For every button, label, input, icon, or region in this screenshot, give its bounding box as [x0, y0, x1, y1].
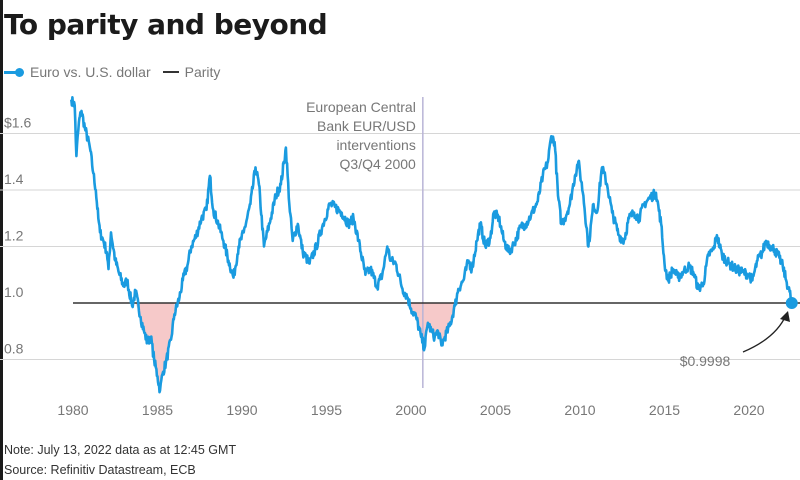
series-group [70, 96, 798, 394]
x-tick-label: 2020 [733, 402, 764, 418]
shaded-region-below-parity [133, 303, 175, 391]
x-tick-label: 1985 [142, 402, 173, 418]
legend-parity-line-icon [162, 71, 179, 73]
legend-euro-dot-icon [15, 67, 24, 77]
endpoint-dot [785, 297, 798, 310]
x-tick-label: 2005 [480, 402, 511, 418]
y-axis-ticks: $1.6 1.4 1.2 1.0 0.8 [4, 115, 31, 357]
annotations: European Central Bank EUR/USD intervention… [306, 99, 790, 369]
x-tick-label: 2015 [649, 402, 680, 418]
annotation-ecb-text-line: European Central [306, 99, 416, 115]
y-tick-label: 1.2 [4, 228, 24, 244]
x-tick-label: 1995 [311, 402, 342, 418]
legend-euro-label: Euro vs. U.S. dollar [30, 64, 151, 80]
x-tick-label: 2000 [395, 402, 426, 418]
annotation-ecb-text-line: interventions [336, 137, 415, 153]
annotation-ecb-text-line: Bank EUR/USD [317, 118, 416, 134]
y-tick-label: 0.8 [4, 341, 24, 357]
footer-note: Note: July 13, 2022 data as at 12:45 GMT [4, 443, 237, 457]
x-tick-label: 1990 [226, 402, 257, 418]
x-tick-label: 1980 [57, 402, 88, 418]
y-tick-label: 1.4 [4, 171, 24, 187]
x-axis-ticks: 1980 1985 1990 1995 2000 2005 2010 2015 2020 [57, 402, 764, 418]
legend-parity-label: Parity [184, 64, 221, 80]
left-border [0, 0, 3, 480]
endpoint-arrowhead [780, 311, 790, 323]
y-tick-label: $1.6 [4, 115, 31, 131]
shaded-regions [133, 303, 459, 391]
chart-title: To parity and beyond [4, 8, 328, 41]
euro-usd-line [70, 96, 794, 394]
gridlines [0, 133, 800, 360]
x-tick-label: 2010 [564, 402, 595, 418]
endpoint-arrow [742, 314, 787, 353]
legend-euro-line-icon [4, 70, 18, 74]
footer-source: Source: Refinitiv Datastream, ECB [4, 463, 196, 477]
legend: Euro vs. U.S. dollar Parity [4, 62, 220, 82]
annotation-ecb-text-line: Q3/Q4 2000 [340, 156, 416, 172]
endpoint-value-label: $0.9998 [680, 353, 731, 369]
y-tick-label: 1.0 [4, 284, 24, 300]
